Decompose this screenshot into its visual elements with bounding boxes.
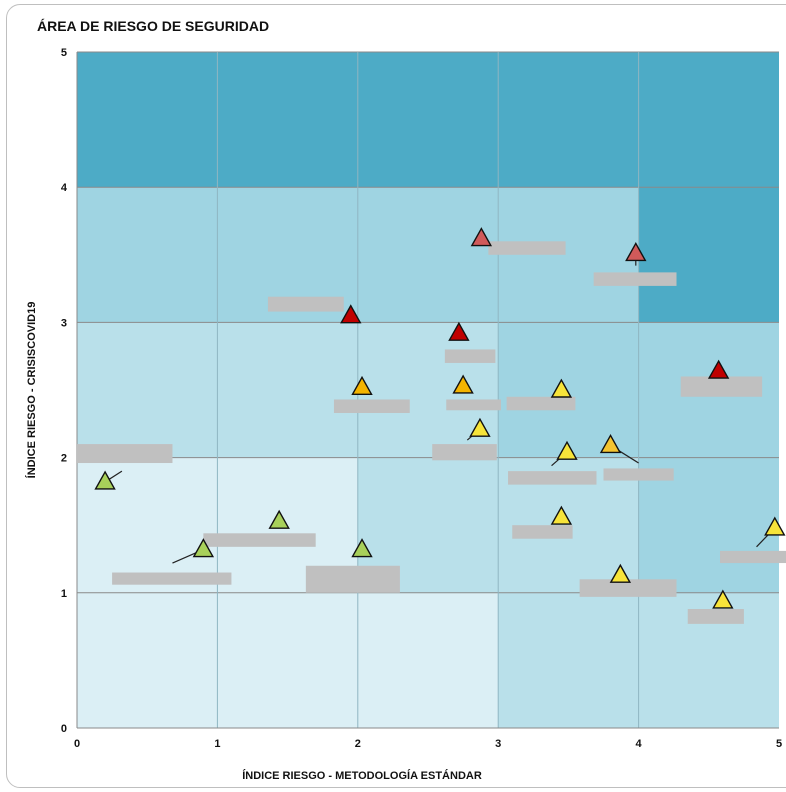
y-tick-label: 3 bbox=[61, 317, 67, 329]
data-label-box bbox=[77, 444, 173, 464]
y-tick-label: 0 bbox=[61, 723, 67, 735]
data-point-triangle bbox=[712, 589, 734, 609]
chart-frame: 0 1 2 3 4 5 0 1 2 3 4 5 ÁREA DE RIESGO DE SEGURIDAD… bbox=[6, 4, 786, 788]
x-tick-label: 4 bbox=[636, 738, 643, 750]
data-label-box bbox=[506, 396, 576, 411]
risk-zone bbox=[77, 52, 779, 188]
y-tick-label: 4 bbox=[61, 182, 68, 194]
data-label-box bbox=[687, 609, 744, 624]
y-tick-label: 2 bbox=[61, 453, 67, 465]
data-points bbox=[94, 227, 786, 609]
data-point-triangle bbox=[351, 375, 373, 395]
data-label-box bbox=[603, 468, 674, 481]
chart-title: ÁREA DE RIESGO DE SEGURIDAD bbox=[37, 18, 269, 34]
data-point-triangle bbox=[764, 516, 786, 536]
data-point-triangle bbox=[599, 433, 622, 454]
x-tick-label: 5 bbox=[776, 738, 782, 750]
axis-ticks: 0 1 2 3 4 5 0 1 2 3 4 5 bbox=[61, 47, 782, 750]
data-label-box bbox=[267, 296, 344, 312]
x-tick-label: 1 bbox=[214, 738, 220, 750]
data-point-triangle bbox=[625, 242, 647, 262]
data-label-box bbox=[512, 525, 573, 539]
data-label-box bbox=[446, 399, 502, 411]
data-point-triangle bbox=[268, 509, 290, 529]
data-point-triangle bbox=[609, 563, 632, 583]
data-point-triangle bbox=[192, 538, 215, 558]
data-point-triangle bbox=[340, 304, 362, 324]
data-label-box bbox=[593, 272, 677, 286]
risk-zone bbox=[77, 592, 499, 728]
y-axis-label: ÍNDICE RIESGO - CRISISCOVID19 bbox=[25, 302, 38, 479]
data-point-triangle bbox=[707, 359, 730, 379]
data-label-box bbox=[579, 579, 677, 597]
data-point-triangle bbox=[469, 417, 491, 437]
data-label-box bbox=[432, 444, 497, 461]
data-point-triangle bbox=[470, 227, 493, 247]
y-tick-label: 5 bbox=[61, 47, 67, 59]
data-point-triangle bbox=[351, 538, 373, 558]
y-tick-label: 1 bbox=[61, 588, 67, 600]
risk-zones bbox=[77, 52, 779, 728]
risk-scatter-chart: 0 1 2 3 4 5 0 1 2 3 4 5 ÁREA DE RIESGO DE SEGURIDAD… bbox=[25, 18, 786, 782]
data-label-box bbox=[305, 565, 400, 593]
data-label-box bbox=[488, 241, 566, 255]
data-point-triangle bbox=[550, 505, 573, 525]
x-tick-label: 0 bbox=[74, 738, 80, 750]
data-label-box bbox=[444, 349, 496, 363]
risk-zone bbox=[638, 187, 779, 323]
data-point-triangle bbox=[448, 321, 470, 341]
data-point-triangle bbox=[452, 374, 474, 394]
data-label-boxes bbox=[77, 241, 786, 624]
data-label-box bbox=[680, 376, 763, 397]
data-point-triangle bbox=[550, 378, 573, 398]
x-axis-label: ÍNDICE RIESGO - METODOLOGÍA ESTÁNDAR bbox=[242, 769, 482, 782]
data-label-box bbox=[112, 572, 232, 585]
data-label-box bbox=[203, 533, 316, 547]
data-point-triangle bbox=[94, 470, 116, 490]
data-label-box bbox=[720, 550, 786, 564]
risk-zone bbox=[77, 322, 499, 458]
data-point-triangle bbox=[556, 440, 578, 460]
x-tick-label: 2 bbox=[355, 738, 361, 750]
data-label-box bbox=[333, 399, 410, 413]
data-label-box bbox=[508, 471, 597, 485]
x-tick-label: 3 bbox=[495, 738, 501, 750]
